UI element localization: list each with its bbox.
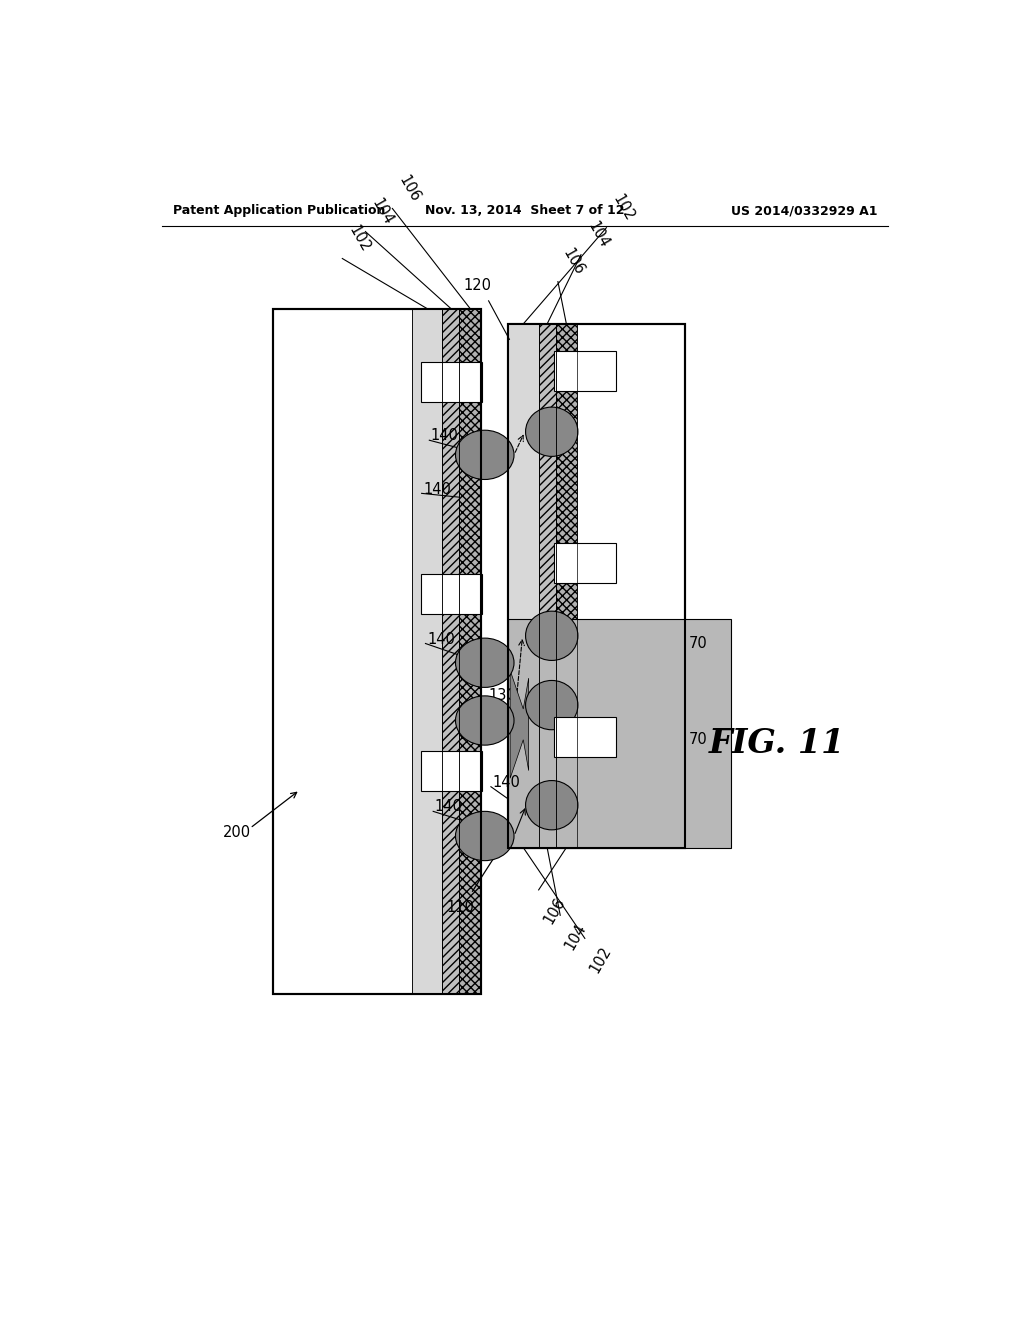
Text: 104: 104 bbox=[370, 197, 396, 227]
Bar bbox=[554, 717, 615, 756]
Text: 140: 140 bbox=[431, 428, 459, 444]
Polygon shape bbox=[510, 671, 528, 779]
Bar bbox=[421, 363, 482, 403]
Text: 104: 104 bbox=[562, 921, 590, 952]
Ellipse shape bbox=[456, 638, 514, 688]
Text: FIG. 11: FIG. 11 bbox=[710, 727, 846, 760]
Bar bbox=[556, 323, 578, 847]
Bar bbox=[273, 309, 481, 994]
Bar bbox=[273, 309, 481, 994]
Text: 106: 106 bbox=[396, 173, 423, 205]
Text: 106: 106 bbox=[541, 895, 568, 927]
Ellipse shape bbox=[456, 696, 514, 744]
Bar bbox=[508, 323, 539, 847]
Bar bbox=[421, 574, 482, 614]
Bar bbox=[539, 323, 556, 847]
Text: 130: 130 bbox=[488, 688, 516, 704]
Text: 110: 110 bbox=[446, 900, 474, 915]
Bar bbox=[508, 323, 539, 847]
Bar bbox=[508, 323, 685, 847]
Text: 102: 102 bbox=[609, 193, 637, 224]
Text: 120: 120 bbox=[463, 279, 492, 293]
Ellipse shape bbox=[456, 430, 514, 479]
Text: 104: 104 bbox=[585, 219, 611, 251]
Text: 140: 140 bbox=[493, 775, 520, 789]
Text: 102: 102 bbox=[346, 223, 373, 255]
Bar bbox=[412, 309, 442, 994]
Text: 70: 70 bbox=[689, 733, 708, 747]
Bar bbox=[460, 309, 481, 994]
Bar bbox=[556, 323, 578, 847]
Bar bbox=[554, 351, 615, 391]
Text: 140: 140 bbox=[427, 632, 455, 647]
Bar bbox=[412, 309, 442, 994]
Text: 102: 102 bbox=[587, 944, 614, 975]
Ellipse shape bbox=[525, 780, 578, 830]
Bar bbox=[508, 619, 731, 849]
Ellipse shape bbox=[525, 407, 578, 457]
Bar bbox=[539, 323, 556, 847]
Text: 140: 140 bbox=[435, 799, 463, 814]
Ellipse shape bbox=[456, 812, 514, 861]
Text: US 2014/0332929 A1: US 2014/0332929 A1 bbox=[731, 205, 878, 218]
Ellipse shape bbox=[525, 611, 578, 660]
Bar bbox=[421, 751, 482, 792]
Text: 70: 70 bbox=[689, 636, 708, 651]
Text: 106: 106 bbox=[560, 246, 587, 277]
Bar bbox=[508, 323, 685, 847]
Bar bbox=[442, 309, 460, 994]
Bar bbox=[442, 309, 460, 994]
Text: 140: 140 bbox=[423, 482, 451, 498]
Text: Nov. 13, 2014  Sheet 7 of 12: Nov. 13, 2014 Sheet 7 of 12 bbox=[425, 205, 625, 218]
Text: 200: 200 bbox=[223, 825, 251, 841]
Bar bbox=[460, 309, 481, 994]
Text: Patent Application Publication: Patent Application Publication bbox=[173, 205, 385, 218]
Ellipse shape bbox=[525, 681, 578, 730]
Bar bbox=[554, 544, 615, 583]
